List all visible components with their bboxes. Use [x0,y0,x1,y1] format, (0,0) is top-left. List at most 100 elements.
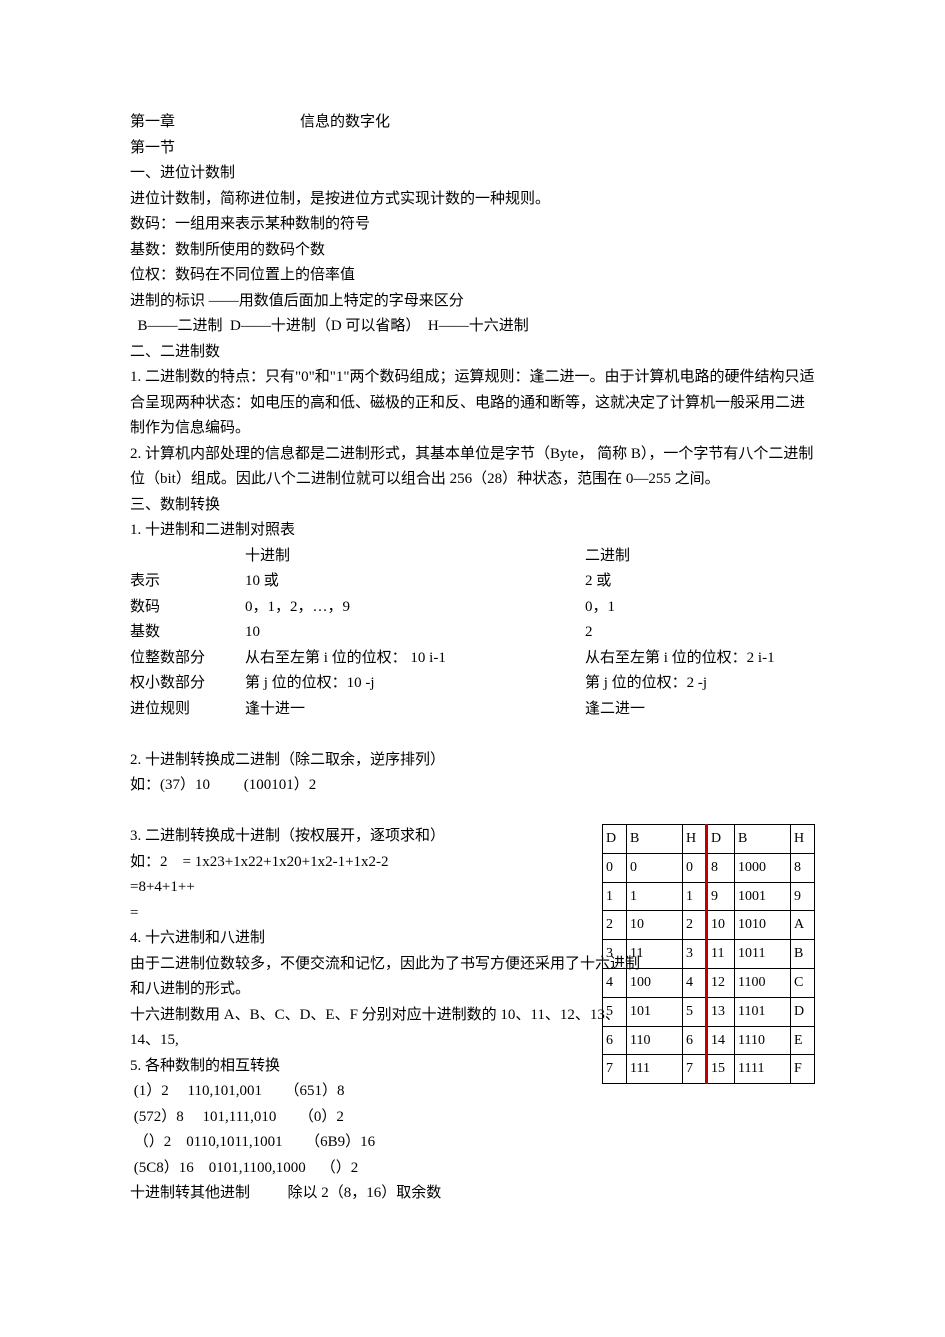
table-cell: 11 [627,940,683,969]
table-cell: 1011 [735,940,791,969]
table-cell: 6 [683,1026,707,1055]
table-cell: 0，1 [585,595,815,621]
table-cell: 1000 [735,853,791,882]
table-cell: 110 [627,1026,683,1055]
table-cell: 7 [683,1055,707,1084]
paragraph: 进制的标识 ——用数值后面加上特定的字母来区分 [130,289,815,315]
table-cell: 1 [603,882,627,911]
heading-3: 三、数制转换 [130,493,815,519]
table-cell: 111 [627,1055,683,1084]
table-cell: 1001 [735,882,791,911]
table-cell: 7 [603,1055,627,1084]
table-cell: 进位规则 [130,697,245,723]
section-label: 第一节 [130,136,815,162]
table-cell: E [791,1026,815,1055]
paragraph: 3. 二进制转换成十进制（按权展开，逐项求和） [130,824,640,850]
paragraph: 4. 十六进制和八进制 [130,926,640,952]
paragraph: = [130,901,640,927]
table-cell: 第 j 位的位权：2 -j [585,671,815,697]
table-cell [130,544,245,570]
table-cell: 权小数部分 [130,671,245,697]
table-cell: 3 [683,940,707,969]
comparison-row: 进位规则 逢十进一 逢二进一 [130,697,815,723]
table-cell: B [627,825,683,854]
paragraph: 如：2 = 1x23+1x22+1x20+1x2-1+1x2-2 [130,850,640,876]
table-cell: 5 [683,997,707,1026]
paragraph: 1. 十进制和二进制对照表 [130,518,815,544]
table-cell: C [791,968,815,997]
table-cell: 14 [707,1026,735,1055]
table-cell: 0 [683,853,707,882]
table-cell: 基数 [130,620,245,646]
table-cell: 1 [627,882,683,911]
table-cell: H [791,825,815,854]
table-cell: 逢十进一 [245,697,585,723]
table-cell: 10 [627,911,683,940]
comparison-row: 权小数部分 第 j 位的位权：10 -j 第 j 位的位权：2 -j [130,671,815,697]
comparison-table-header: 十进制 二进制 [130,544,815,570]
conversion-table: D B H D B H 0 0 0 8 1000 8 1 1 1 9 1001 … [602,824,815,1084]
table-row: 4 100 4 12 1100 C [603,968,815,997]
comparison-row: 位整数部分 从右至左第 i 位的位权： 10 i-1 从右至左第 i 位的位权：… [130,646,815,672]
paragraph: 十进制转其他进制 除以 2（8，16）取余数 [130,1181,815,1207]
paragraph: 2. 十进制转换成二进制（除二取余，逆序排列） [130,748,815,774]
table-cell: 3 [603,940,627,969]
table-cell: 101 [627,997,683,1026]
table-cell: 100 [627,968,683,997]
paragraph: 数码：一组用来表示某种数制的符号 [130,212,815,238]
table-cell: 9 [791,882,815,911]
table-cell: 10 [245,620,585,646]
table-cell: 2 [585,620,815,646]
paragraph: 基数：数制所使用的数码个数 [130,238,815,264]
table-cell: 第 j 位的位权：10 -j [245,671,585,697]
paragraph: 1. 二进制数的特点：只有"0"和"1"两个数码组成；运算规则：逢二进一。由于计… [130,365,815,442]
table-cell: 4 [603,968,627,997]
table-cell: 10 [707,911,735,940]
chapter-label: 第一章 [130,110,300,136]
table-cell: 1111 [735,1055,791,1084]
table-row: 5 101 5 13 1101 D [603,997,815,1026]
table-cell: F [791,1055,815,1084]
table-cell: 8 [791,853,815,882]
table-cell: 11 [707,940,735,969]
heading-2: 二、二进制数 [130,340,815,366]
table-cell: 0 [627,853,683,882]
table-cell: 0，1，2，…，9 [245,595,585,621]
table-cell: B [791,940,815,969]
paragraph: 2. 计算机内部处理的信息都是二进制形式，其基本单位是字节（Byte， 简称 B… [130,442,815,493]
table-cell: 4 [683,968,707,997]
paragraph: =8+4+1++ [130,875,640,901]
table-cell: 从右至左第 i 位的位权：2 i-1 [585,646,815,672]
table-cell: 数码 [130,595,245,621]
table-row: D B H D B H [603,825,815,854]
table-cell: 0 [603,853,627,882]
table-row: 2 10 2 10 1010 A [603,911,815,940]
table-cell: 2 [603,911,627,940]
table-cell: 12 [707,968,735,997]
paragraph: 十六进制数用 A、B、C、D、E、F 分别对应十进制数的 10、11、12、13… [130,1003,640,1054]
table-cell: D [791,997,815,1026]
table-cell: 2 [683,911,707,940]
paragraph: B——二进制 D——十进制（D 可以省略） H——十六进制 [130,314,815,340]
paragraph: (5C8）16 0101,1100,1000 （）2 [130,1156,815,1182]
paragraph: (572）8 101,111,010 （0）2 [130,1105,815,1131]
table-row: 0 0 0 8 1000 8 [603,853,815,882]
chapter-title: 信息的数字化 [300,110,390,136]
table-cell: H [683,825,707,854]
table-row: 6 110 6 14 1110 E [603,1026,815,1055]
paragraph: 由于二进制位数较多，不便交流和记忆，因此为了书写方便还采用了十六进制和八进制的形… [130,952,640,1003]
table-cell: 1010 [735,911,791,940]
table-cell: B [735,825,791,854]
table-cell: D [603,825,627,854]
comparison-row: 基数 10 2 [130,620,815,646]
table-row: 3 11 3 11 1011 B [603,940,815,969]
table-cell: 1110 [735,1026,791,1055]
table-row: 1 1 1 9 1001 9 [603,882,815,911]
table-cell: 15 [707,1055,735,1084]
table-cell: 13 [707,997,735,1026]
table-cell: 1101 [735,997,791,1026]
table-cell: 位整数部分 [130,646,245,672]
table-cell: 8 [707,853,735,882]
table-cell: 1100 [735,968,791,997]
table-cell: 6 [603,1026,627,1055]
